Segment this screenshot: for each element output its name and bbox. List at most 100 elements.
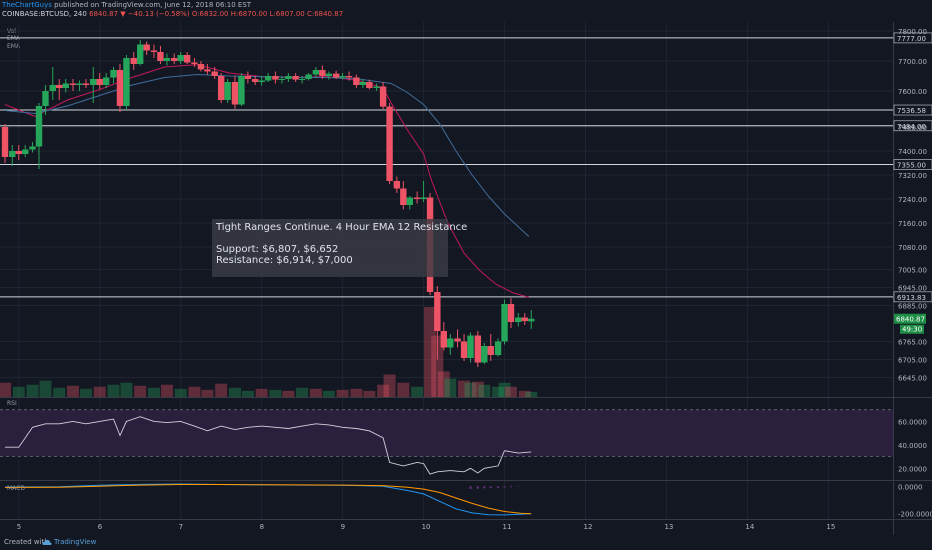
annotation-box[interactable]: Tight Ranges Continue. 4 Hour EMA 12 Res…	[212, 219, 467, 277]
macd-label[interactable]: MACD	[7, 485, 25, 492]
candle[interactable]	[434, 286, 441, 360]
candle[interactable]	[460, 334, 468, 361]
candle[interactable]	[359, 79, 367, 88]
candle[interactable]	[143, 41, 150, 56]
candle[interactable]	[487, 334, 494, 361]
candle-body	[116, 70, 124, 106]
candle[interactable]	[15, 145, 22, 160]
candle[interactable]	[379, 82, 387, 109]
candle[interactable]	[90, 67, 97, 103]
candle[interactable]	[244, 71, 252, 84]
candle[interactable]	[332, 70, 340, 79]
candle[interactable]	[305, 73, 312, 81]
candle[interactable]	[211, 67, 218, 79]
candle[interactable]	[224, 79, 231, 103]
candle[interactable]	[123, 55, 130, 109]
candle[interactable]	[217, 73, 225, 103]
candle[interactable]	[35, 103, 43, 169]
candle[interactable]	[393, 176, 401, 194]
candle[interactable]	[515, 313, 522, 327]
ema-label-1[interactable]: EMA	[7, 35, 21, 42]
candle[interactable]	[62, 79, 69, 93]
ema-label-2[interactable]: EMA	[7, 43, 21, 50]
candle[interactable]	[56, 79, 63, 100]
candle[interactable]	[264, 73, 272, 82]
candle[interactable]	[447, 334, 454, 355]
candle[interactable]	[285, 73, 292, 82]
candle[interactable]	[406, 196, 414, 210]
level-label-box	[893, 291, 932, 303]
candle[interactable]	[474, 331, 482, 367]
candle[interactable]	[325, 71, 333, 80]
candle[interactable]	[231, 76, 239, 109]
candle[interactable]	[42, 85, 49, 115]
macd-signal-line	[4, 484, 532, 515]
tradingview-brand[interactable]: TradingView	[54, 538, 97, 546]
candle[interactable]	[96, 73, 103, 90]
candle[interactable]	[319, 65, 326, 80]
candle[interactable]	[420, 181, 427, 202]
candle-body	[177, 55, 184, 61]
candle[interactable]	[171, 53, 178, 65]
volume-bar	[471, 381, 484, 397]
candle[interactable]	[157, 46, 164, 64]
candle[interactable]	[150, 44, 158, 59]
candle[interactable]	[481, 343, 488, 364]
candle[interactable]	[110, 67, 117, 84]
candle[interactable]	[298, 76, 306, 84]
candle[interactable]	[292, 73, 299, 82]
candle[interactable]	[501, 299, 508, 345]
rsi-label[interactable]: RSI	[7, 400, 17, 407]
volume-bar	[377, 384, 390, 397]
candle[interactable]	[137, 40, 144, 66]
candle[interactable]	[400, 181, 407, 210]
candle[interactable]	[163, 53, 171, 66]
volume-bar	[458, 380, 471, 397]
candle-body	[163, 58, 171, 61]
candle[interactable]	[345, 71, 353, 81]
candle[interactable]	[507, 298, 515, 328]
candle[interactable]	[1, 124, 9, 163]
candle[interactable]	[197, 61, 205, 72]
candle[interactable]	[183, 52, 191, 64]
candle[interactable]	[366, 79, 373, 90]
candle[interactable]	[49, 67, 56, 100]
volume-bar	[201, 389, 214, 397]
candle[interactable]	[494, 338, 502, 357]
candle[interactable]	[440, 322, 448, 351]
candle[interactable]	[353, 74, 360, 89]
candle[interactable]	[467, 332, 474, 363]
candle[interactable]	[191, 58, 198, 67]
candle[interactable]	[116, 64, 124, 112]
candle[interactable]	[521, 313, 528, 325]
candle[interactable]	[29, 142, 36, 153]
price-chart[interactable]: 7777.00 7536.58 7484.00 7355.00 6913.83 7800…	[0, 0, 932, 535]
change-text: ▼ −40.13 (−0.58%)	[120, 10, 190, 18]
candle[interactable]	[413, 191, 421, 204]
candle[interactable]	[204, 64, 211, 75]
candle[interactable]	[76, 80, 83, 92]
symbol-label[interactable]: COINBASE:BTCUSD, 240	[2, 10, 87, 18]
candle[interactable]	[130, 52, 137, 70]
price-tick-label: 7080.00	[898, 244, 927, 252]
candle[interactable]	[9, 145, 16, 166]
candle-body	[298, 79, 306, 80]
candle[interactable]	[312, 67, 320, 78]
candle[interactable]	[69, 79, 77, 91]
candle[interactable]	[103, 73, 110, 88]
candle[interactable]	[238, 73, 245, 106]
candle[interactable]	[22, 145, 29, 157]
candle[interactable]	[339, 73, 346, 80]
candle[interactable]	[258, 76, 265, 86]
candle-body	[501, 304, 508, 342]
author-link[interactable]: TheChartGuys	[2, 1, 52, 9]
candle[interactable]	[177, 52, 184, 64]
candle[interactable]	[386, 103, 393, 184]
candle[interactable]	[272, 71, 279, 84]
candle[interactable]	[82, 79, 90, 88]
candle[interactable]	[373, 83, 380, 92]
candle[interactable]	[454, 329, 461, 348]
candle[interactable]	[251, 76, 259, 85]
candle[interactable]	[528, 310, 535, 329]
candle[interactable]	[278, 76, 286, 84]
